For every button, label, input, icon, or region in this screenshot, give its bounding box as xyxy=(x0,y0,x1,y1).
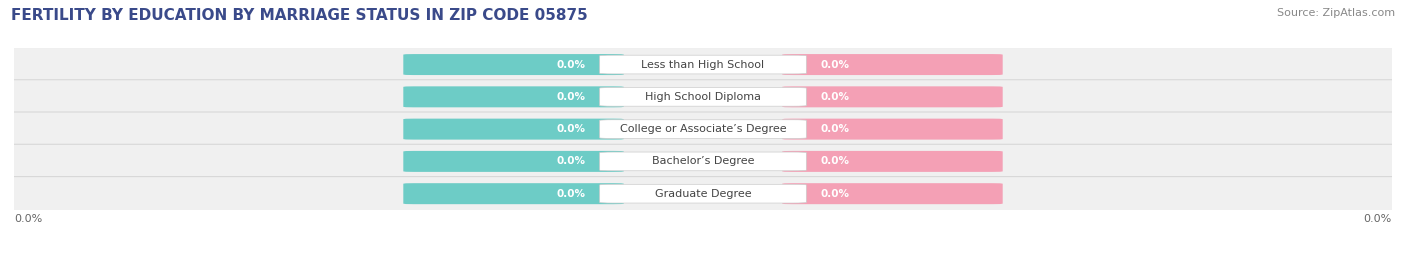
FancyBboxPatch shape xyxy=(404,183,624,204)
Text: 0.0%: 0.0% xyxy=(820,124,849,134)
FancyBboxPatch shape xyxy=(0,112,1406,146)
FancyBboxPatch shape xyxy=(404,86,624,107)
FancyBboxPatch shape xyxy=(599,152,807,171)
FancyBboxPatch shape xyxy=(0,47,1406,82)
FancyBboxPatch shape xyxy=(782,183,1002,204)
Text: FERTILITY BY EDUCATION BY MARRIAGE STATUS IN ZIP CODE 05875: FERTILITY BY EDUCATION BY MARRIAGE STATU… xyxy=(11,8,588,23)
Text: High School Diploma: High School Diploma xyxy=(645,92,761,102)
Text: 0.0%: 0.0% xyxy=(1364,214,1392,224)
FancyBboxPatch shape xyxy=(404,151,624,172)
FancyBboxPatch shape xyxy=(782,119,1002,140)
Text: 0.0%: 0.0% xyxy=(820,59,849,70)
FancyBboxPatch shape xyxy=(0,80,1406,114)
Text: Graduate Degree: Graduate Degree xyxy=(655,189,751,199)
FancyBboxPatch shape xyxy=(599,184,807,203)
Text: 0.0%: 0.0% xyxy=(820,92,849,102)
Text: Less than High School: Less than High School xyxy=(641,59,765,70)
Text: College or Associate’s Degree: College or Associate’s Degree xyxy=(620,124,786,134)
Text: Source: ZipAtlas.com: Source: ZipAtlas.com xyxy=(1277,8,1395,18)
Text: 0.0%: 0.0% xyxy=(820,156,849,167)
FancyBboxPatch shape xyxy=(782,151,1002,172)
Text: 0.0%: 0.0% xyxy=(14,214,42,224)
Text: 0.0%: 0.0% xyxy=(557,124,586,134)
FancyBboxPatch shape xyxy=(599,120,807,139)
Text: 0.0%: 0.0% xyxy=(557,189,586,199)
FancyBboxPatch shape xyxy=(782,86,1002,107)
Text: 0.0%: 0.0% xyxy=(557,156,586,167)
Text: Bachelor’s Degree: Bachelor’s Degree xyxy=(652,156,754,167)
Text: 0.0%: 0.0% xyxy=(557,92,586,102)
FancyBboxPatch shape xyxy=(0,144,1406,179)
Text: 0.0%: 0.0% xyxy=(557,59,586,70)
Text: 0.0%: 0.0% xyxy=(820,189,849,199)
FancyBboxPatch shape xyxy=(599,55,807,74)
FancyBboxPatch shape xyxy=(404,54,624,75)
FancyBboxPatch shape xyxy=(599,87,807,106)
FancyBboxPatch shape xyxy=(404,119,624,140)
FancyBboxPatch shape xyxy=(0,176,1406,211)
FancyBboxPatch shape xyxy=(782,54,1002,75)
